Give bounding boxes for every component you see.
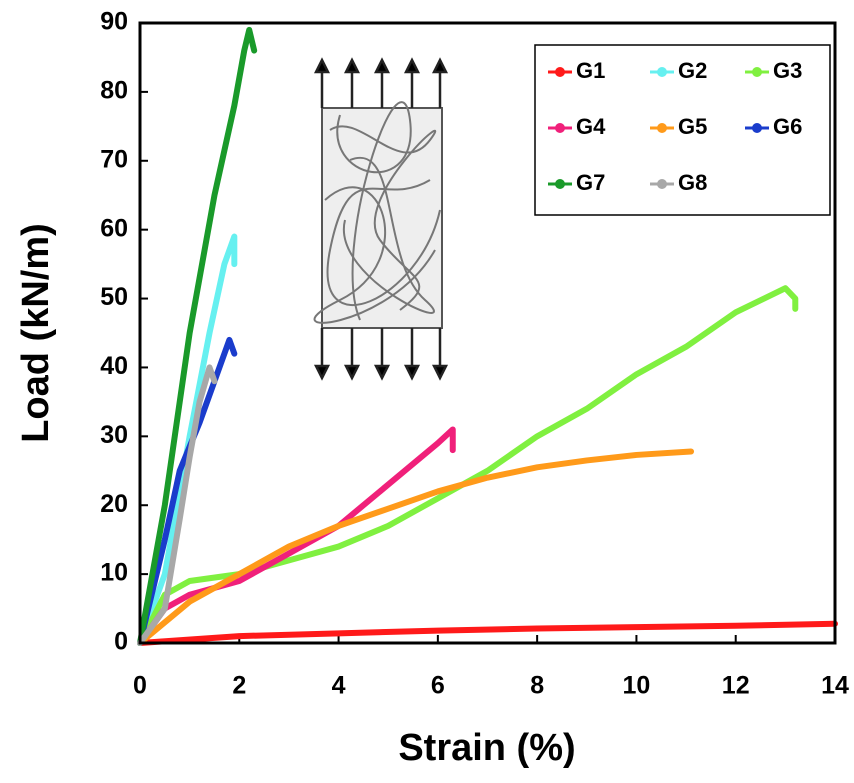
y-axis-title: Load (kN/m)	[15, 223, 57, 443]
legend-marker	[555, 179, 565, 189]
y-tick-label: 70	[100, 145, 128, 173]
y-tick-label: 50	[100, 283, 128, 311]
y-tick-label: 30	[100, 421, 128, 449]
plot-frame	[138, 21, 837, 645]
series-line	[137, 364, 218, 646]
legend-label: G5	[678, 114, 707, 139]
legend-marker	[657, 179, 667, 189]
legend-box	[534, 44, 831, 216]
legend-marker	[657, 67, 667, 77]
y-tick-label: 0	[114, 628, 128, 656]
inset	[313, 57, 449, 381]
x-tick-label: 6	[431, 672, 445, 700]
y-tick-label: 10	[100, 559, 128, 587]
x-tick-label: 2	[232, 672, 246, 700]
y-tick-label: 20	[100, 490, 128, 518]
x-tick-label: 8	[530, 672, 544, 700]
y-tick-label: 40	[100, 352, 128, 380]
y-tick-label: 80	[100, 76, 128, 104]
legend: G1 G2 G3 G4 G5 G6 G7 G8	[534, 44, 831, 216]
series-line	[137, 426, 456, 646]
legend-label: G6	[773, 114, 802, 139]
legend-label: G2	[678, 58, 707, 83]
series-line	[137, 26, 258, 646]
legend-label: G8	[678, 170, 707, 195]
series-line	[137, 620, 838, 646]
x-tick-label: 10	[623, 672, 651, 700]
x-axis-title: Strain (%)	[398, 727, 575, 769]
series-line	[137, 233, 238, 646]
legend-marker	[657, 123, 667, 133]
legend-label: G1	[576, 58, 605, 83]
x-tick-label: 12	[722, 672, 750, 700]
legend-marker	[752, 67, 762, 77]
y-tick-label: 60	[100, 214, 128, 242]
legend-marker	[555, 67, 565, 77]
x-tick-label: 0	[133, 672, 147, 700]
x-tick-label: 14	[821, 672, 849, 700]
legend-label: G3	[773, 58, 802, 83]
legend-marker	[752, 123, 762, 133]
x-tick-label: 4	[332, 672, 346, 700]
legend-marker	[555, 123, 565, 133]
series-line	[137, 336, 238, 646]
y-tick-label: 90	[100, 8, 128, 36]
legend-label: G4	[576, 114, 606, 139]
legend-label: G7	[576, 170, 605, 195]
series-line	[137, 285, 799, 646]
series-line	[137, 448, 695, 646]
